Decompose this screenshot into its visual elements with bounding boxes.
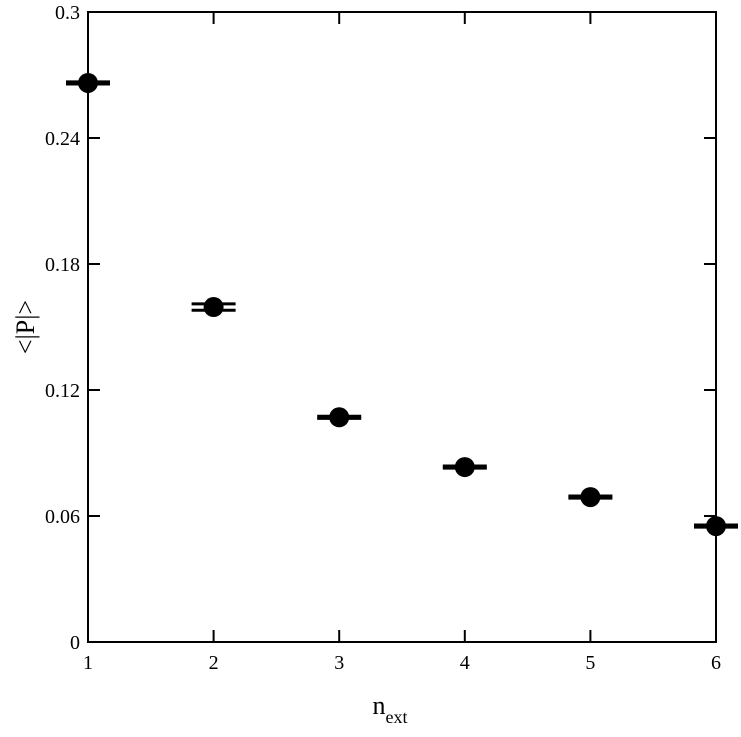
y-tick-label: 0.24 (45, 128, 80, 150)
point (203, 297, 224, 318)
x-axis-label-main: n (373, 691, 386, 720)
point (580, 487, 601, 508)
x-tick-label: 1 (83, 652, 93, 674)
x-tick-label: 6 (711, 652, 721, 674)
x-tick-label: 5 (585, 652, 595, 674)
y-tick-label: 0.06 (45, 506, 80, 528)
point (454, 457, 475, 478)
plot-frame (87, 11, 717, 643)
point (329, 407, 350, 428)
x-axis-label-sub: ext (386, 707, 408, 727)
y-tick-label: 0.12 (45, 380, 80, 402)
x-tick-label: 3 (334, 652, 344, 674)
y-axis-label: <|P|> (11, 300, 40, 354)
point (78, 72, 98, 93)
x-tick-label: 2 (209, 652, 219, 674)
point (706, 516, 726, 537)
y-tick-label: 0 (70, 632, 80, 654)
y-tick-label: 0.3 (55, 2, 80, 24)
x-axis-label: next (373, 691, 408, 727)
x-tick-label: 4 (460, 652, 470, 674)
y-tick-label: 0.18 (45, 254, 80, 276)
